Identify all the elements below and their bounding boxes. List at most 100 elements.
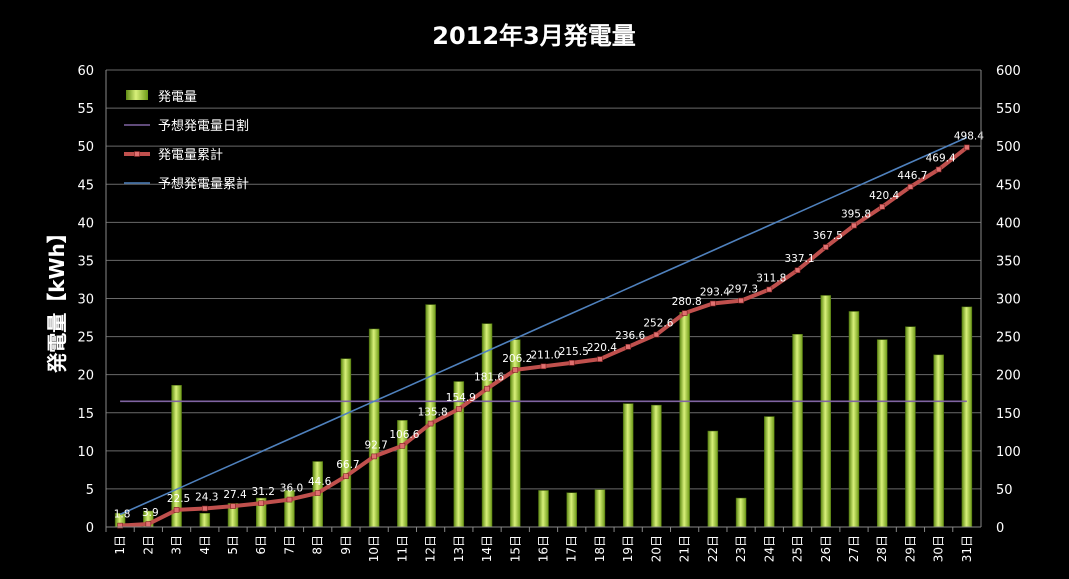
x-tick-label: 13日 bbox=[452, 535, 466, 562]
y2-tick-label: 500 bbox=[996, 140, 1021, 155]
x-tick-label: 31日 bbox=[960, 535, 974, 562]
data-point bbox=[484, 385, 490, 392]
legend-label: 発電量累計 bbox=[158, 147, 223, 163]
data-label: 24.3 bbox=[195, 491, 218, 503]
data-label: 1.8 bbox=[114, 509, 131, 521]
grid-lines bbox=[106, 69, 981, 490]
legend-swatch bbox=[126, 90, 148, 100]
data-label: 135.8 bbox=[418, 407, 448, 419]
y-tick-label: 5 bbox=[86, 483, 94, 498]
x-tick-label: 25日 bbox=[791, 535, 805, 562]
data-label: 31.2 bbox=[252, 486, 275, 498]
y2-tick-label: 200 bbox=[996, 369, 1021, 384]
y-tick-label: 50 bbox=[77, 140, 94, 155]
legend-label: 予想発電量累計 bbox=[158, 176, 249, 192]
legend-marker bbox=[134, 151, 140, 157]
x-tick-label: 24日 bbox=[762, 535, 776, 562]
x-tick-label: 15日 bbox=[508, 535, 522, 562]
data-label: 92.7 bbox=[364, 439, 387, 451]
data-point bbox=[935, 166, 942, 173]
x-tick-label: 18日 bbox=[593, 535, 607, 562]
data-point bbox=[964, 144, 970, 151]
data-point bbox=[258, 500, 265, 507]
data-point bbox=[512, 367, 519, 373]
bar bbox=[651, 404, 662, 528]
bar bbox=[566, 492, 577, 528]
x-tick-label: 30日 bbox=[932, 535, 946, 562]
data-point bbox=[343, 473, 349, 479]
y-tick-label: 15 bbox=[77, 407, 94, 422]
y-tick-label: 30 bbox=[77, 293, 94, 308]
bar bbox=[876, 339, 888, 528]
axes bbox=[105, 70, 982, 532]
x-tick-label: 4日 bbox=[198, 535, 212, 555]
x-tick-label: 12日 bbox=[424, 535, 438, 562]
x-tick-label: 6日 bbox=[254, 535, 268, 555]
data-label: 280.8 bbox=[672, 296, 702, 308]
x-tick-label: 29日 bbox=[903, 535, 917, 562]
x-tick-label: 9日 bbox=[339, 535, 353, 555]
data-point bbox=[540, 363, 547, 370]
data-point bbox=[907, 183, 914, 190]
y-tick-label: 25 bbox=[77, 331, 94, 346]
data-point bbox=[456, 406, 462, 412]
bar bbox=[764, 416, 775, 528]
x-tick-label: 22日 bbox=[706, 535, 720, 562]
bar bbox=[848, 311, 860, 528]
data-point bbox=[230, 503, 236, 509]
data-label: 498.4 bbox=[954, 130, 984, 142]
data-label: 395.8 bbox=[841, 209, 871, 221]
data-label: 337.1 bbox=[785, 253, 815, 265]
bar bbox=[679, 311, 690, 528]
bar bbox=[622, 403, 634, 528]
data-point bbox=[625, 343, 631, 350]
y2-tick-label: 300 bbox=[996, 293, 1021, 308]
bar bbox=[820, 295, 832, 528]
data-point bbox=[201, 505, 208, 512]
data-point bbox=[794, 267, 801, 274]
data-label: 236.6 bbox=[615, 330, 645, 342]
data-point bbox=[822, 244, 829, 250]
x-tick-label: 11日 bbox=[395, 535, 409, 562]
data-point bbox=[568, 360, 575, 366]
y2-axis-ticks: 0 50 100 150 200 250 300 350 400 450 500 550 600 bbox=[996, 64, 1021, 536]
data-point bbox=[173, 507, 180, 513]
line-series bbox=[117, 136, 970, 529]
bar bbox=[171, 385, 182, 528]
y-tick-label: 0 bbox=[86, 521, 94, 536]
x-tick-label: 21日 bbox=[678, 535, 692, 562]
x-tick-label: 17日 bbox=[565, 535, 579, 562]
data-point bbox=[286, 496, 293, 503]
y2-tick-label: 150 bbox=[996, 407, 1021, 422]
x-tick-label: 26日 bbox=[819, 535, 833, 562]
y-tick-label: 20 bbox=[77, 369, 94, 384]
data-point bbox=[710, 300, 716, 307]
data-label: 22.5 bbox=[167, 493, 190, 505]
series-line bbox=[119, 136, 968, 516]
data-label: 44.6 bbox=[308, 476, 332, 488]
y2-tick-label: 600 bbox=[996, 64, 1021, 79]
data-point bbox=[399, 443, 406, 449]
bar bbox=[961, 306, 973, 528]
bar bbox=[792, 334, 803, 528]
x-tick-label: 28日 bbox=[875, 535, 889, 562]
x-tick-label: 5日 bbox=[226, 535, 240, 555]
y2-tick-label: 450 bbox=[996, 178, 1021, 193]
data-label: 66.7 bbox=[336, 459, 359, 471]
bar bbox=[933, 354, 944, 528]
data-label: 215.5 bbox=[559, 346, 589, 358]
x-tick-label: 1日 bbox=[113, 535, 127, 555]
data-labels: 1.8 3.9 22.5 24.3 27.4 31.2 36.0 44.6 66.7 92.710… bbox=[114, 130, 984, 520]
y2-tick-label: 350 bbox=[996, 254, 1021, 269]
data-label: 420.4 bbox=[869, 190, 899, 202]
x-tick-label: 27日 bbox=[847, 535, 861, 562]
data-label: 211.0 bbox=[530, 349, 560, 361]
x-tick-label: 2日 bbox=[141, 535, 155, 555]
data-label: 293.4 bbox=[700, 287, 730, 299]
data-point bbox=[738, 297, 744, 304]
data-label: 181.6 bbox=[474, 372, 504, 384]
y-tick-label: 10 bbox=[77, 445, 94, 460]
bar bbox=[905, 326, 916, 528]
bar bbox=[538, 490, 549, 528]
